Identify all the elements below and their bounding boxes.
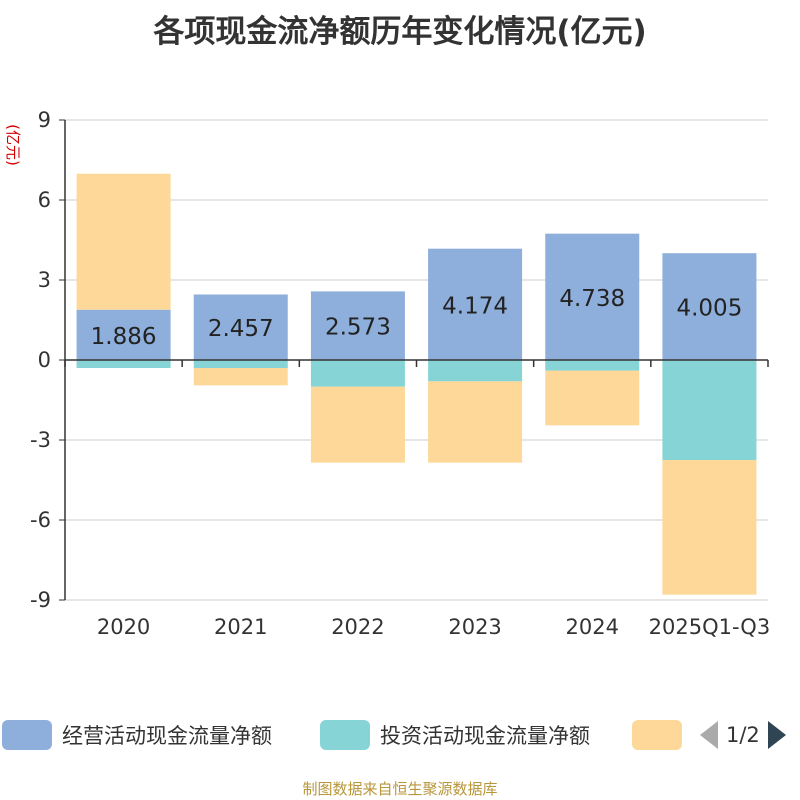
data-label-3: 4.174 bbox=[442, 293, 508, 319]
bar-s0-3[interactable] bbox=[428, 248, 523, 360]
bar-s0-5[interactable] bbox=[662, 253, 757, 360]
bar-s2-0[interactable] bbox=[76, 173, 171, 310]
legend-swatch-operating bbox=[2, 720, 52, 750]
bar-s1-0[interactable] bbox=[76, 360, 171, 368]
bar-s1-1[interactable] bbox=[193, 360, 288, 368]
bar-s1-3[interactable] bbox=[428, 360, 523, 382]
y-tick-label-6: -9 bbox=[30, 588, 51, 612]
data-label-5: 4.005 bbox=[676, 296, 742, 322]
y-axis-label: (亿元) bbox=[4, 124, 22, 166]
legend-label-investing: 投资活动现金流量净额 bbox=[380, 724, 590, 748]
bar-s2-3[interactable] bbox=[428, 381, 523, 463]
legend-prev-page-icon[interactable] bbox=[700, 721, 718, 749]
chart-title: 各项现金流净额历年变化情况(亿元) bbox=[153, 14, 647, 50]
bar-s0-2[interactable] bbox=[310, 291, 405, 360]
y-tick-label-0: 9 bbox=[38, 108, 51, 132]
x-tick-label-3: 2023 bbox=[448, 615, 501, 639]
data-label-1: 2.457 bbox=[208, 316, 274, 342]
x-tick-label-2: 2022 bbox=[331, 615, 384, 639]
bar-s2-4[interactable] bbox=[545, 370, 640, 426]
y-tick-label-5: -6 bbox=[30, 508, 51, 532]
legend-pager: 1/2 bbox=[700, 718, 786, 752]
x-tick-label-4: 2024 bbox=[566, 615, 619, 639]
legend-next-page-icon[interactable] bbox=[767, 721, 786, 749]
y-tick-label-1: 6 bbox=[38, 188, 51, 212]
legend-page-indicator: 1/2 bbox=[726, 723, 760, 747]
bar-s2-5[interactable] bbox=[662, 460, 757, 595]
legend-item-investing[interactable]: 投资活动现金流量净额 bbox=[320, 718, 590, 752]
x-tick-label-1: 2021 bbox=[214, 615, 267, 639]
legend-label-operating: 经营活动现金流量净额 bbox=[62, 724, 272, 748]
x-tick-label-0: 2020 bbox=[97, 615, 150, 639]
bar-s0-0[interactable] bbox=[76, 309, 171, 360]
bar-s1-4[interactable] bbox=[545, 360, 640, 371]
data-label-4: 4.738 bbox=[559, 286, 625, 312]
legend-item-operating[interactable]: 经营活动现金流量净额 bbox=[2, 718, 272, 752]
legend-swatch-investing bbox=[320, 720, 370, 750]
bar-s2-1[interactable] bbox=[193, 368, 288, 386]
y-tick-label-2: 3 bbox=[38, 268, 51, 292]
legend-item-financing[interactable] bbox=[632, 718, 682, 752]
bar-s1-2[interactable] bbox=[310, 360, 405, 387]
legend: 经营活动现金流量净额 投资活动现金流量净额 1/2 bbox=[0, 716, 800, 756]
bar-s2-2[interactable] bbox=[310, 386, 405, 463]
data-label-0: 1.886 bbox=[91, 324, 157, 350]
x-tick-label-5: 2025Q1-Q3 bbox=[649, 615, 771, 639]
axes: 9 6 3 0 -3 -6 -9 2020 2021 2022 2023 2024 2025Q1-Q3 bbox=[30, 108, 770, 639]
data-labels: 1.886 2.457 2.573 4.174 4.738 4.005 bbox=[91, 286, 743, 350]
bar-s1-5[interactable] bbox=[662, 360, 757, 460]
bar-s0-4[interactable] bbox=[545, 233, 640, 360]
source-note: 制图数据来自恒生聚源数据库 bbox=[302, 780, 498, 798]
bar-s0-1[interactable] bbox=[193, 294, 288, 360]
y-tick-label-3: 0 bbox=[38, 348, 51, 372]
bars bbox=[76, 173, 757, 595]
bar-chart: (亿元) 9 6 3 0 -3 -6 -9 2020 2021 2022 2023 2024 2025Q… bbox=[4, 108, 770, 639]
y-tick-label-4: -3 bbox=[30, 428, 51, 452]
legend-swatch-financing bbox=[632, 720, 682, 750]
data-label-2: 2.573 bbox=[325, 315, 391, 341]
